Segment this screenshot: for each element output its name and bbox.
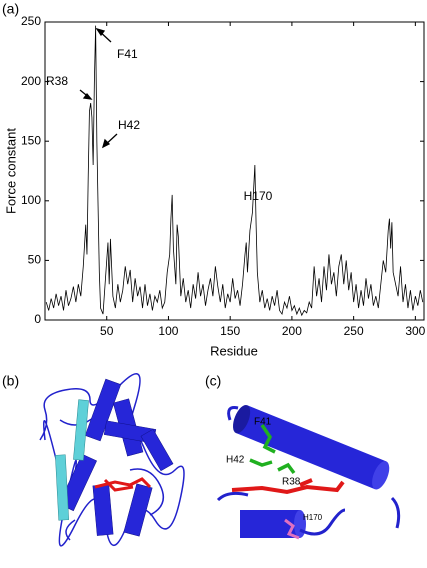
data-line (45, 25, 424, 317)
plot-frame (44, 21, 425, 321)
x-axis-label: Residue (210, 343, 258, 358)
annotation: H42 (118, 118, 140, 132)
y-tick-label: 250 (21, 14, 41, 28)
y-tick-label: 50 (28, 253, 42, 267)
annotation-arrows (79, 27, 118, 149)
residue-label: F41 (254, 417, 272, 428)
x-tick-label: 150 (220, 324, 240, 338)
x-tick-label: 250 (344, 324, 364, 338)
annotation: F41 (117, 47, 138, 61)
y-tick-label: 100 (21, 193, 41, 207)
y-tick-label: 0 (34, 312, 41, 326)
x-tick-label: 200 (282, 324, 302, 338)
structure-b (39, 373, 185, 547)
residue-label: R38 (282, 477, 301, 488)
structure-c: F41 H42 R38 H170 (216, 404, 401, 540)
y-tick-label: 200 (21, 74, 41, 88)
panel-label: (b) (2, 373, 19, 389)
panel-label: (a) (2, 1, 19, 17)
panel-label: (c) (205, 373, 221, 389)
x-tick-label: 100 (158, 324, 178, 338)
annotation: R38 (46, 74, 68, 88)
x-tick-label: 50 (100, 324, 114, 338)
residue-label: H42 (226, 455, 245, 466)
y-axis-label: Force constant (3, 128, 18, 214)
residue-label: H170 (303, 513, 323, 522)
x-tick-label: 300 (405, 324, 425, 338)
y-tick-label: 150 (21, 133, 41, 147)
annotation: H170 (244, 189, 273, 203)
